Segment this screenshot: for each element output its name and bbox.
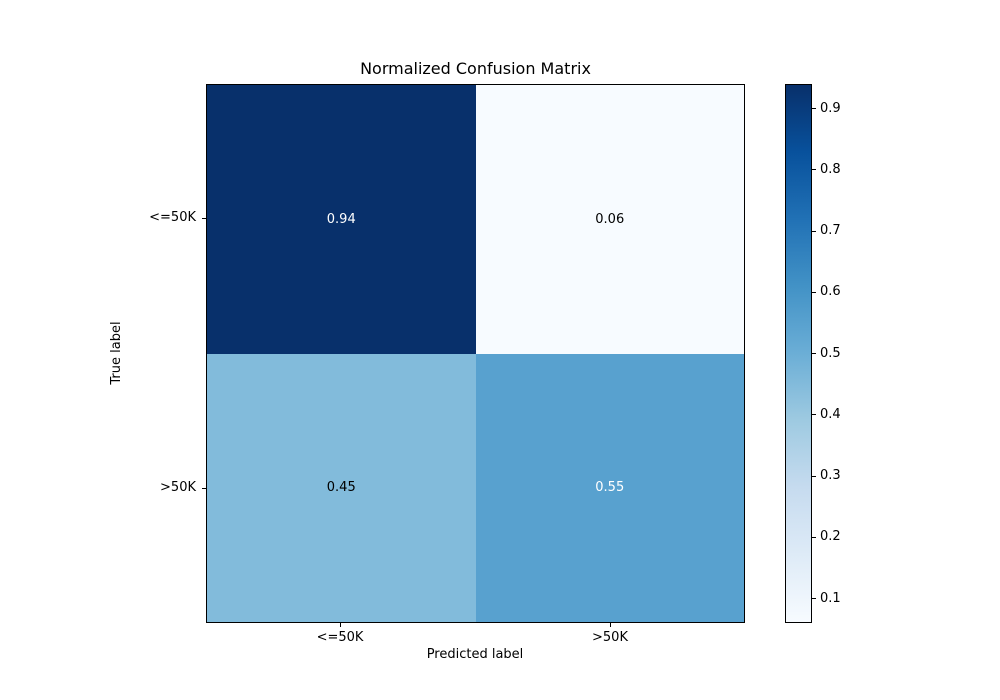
colorbar-tick-label: 0.7 [820, 223, 841, 238]
colorbar-tick-mark [812, 291, 816, 293]
heatmap-axes: 0.94 0.06 0.45 0.55 [206, 84, 745, 623]
y-tick-mark [202, 488, 206, 489]
matrix-cell-0-1: 0.06 [475, 85, 744, 354]
colorbar-tick-mark [812, 230, 816, 232]
colorbar-tick-mark [812, 169, 816, 171]
colorbar-tick-label: 0.5 [820, 345, 841, 361]
colorbar [785, 84, 812, 623]
colorbar-tick-mark [812, 353, 816, 354]
colorbar-tick-mark [812, 475, 816, 477]
matrix-cell-1-0: 0.45 [207, 353, 476, 622]
x-tick-mark [610, 623, 611, 627]
y-tick-mark [202, 218, 206, 219]
colorbar-tick-label: 0.1 [820, 590, 841, 606]
colorbar-tick-label: 0.4 [820, 406, 841, 422]
colorbar-tick-mark [812, 598, 816, 599]
colorbar-tick-label: 0.6 [820, 284, 841, 300]
y-tick-label: <=50K [149, 210, 196, 225]
colorbar-tick-label: 0.2 [820, 529, 841, 545]
colorbar-tick-label: 0.9 [820, 100, 841, 116]
y-axis-label: True label [109, 321, 124, 385]
colorbar-tick-label: 0.3 [820, 468, 841, 483]
colorbar-tick-mark [812, 108, 816, 109]
matrix-cell-1-1: 0.55 [475, 353, 744, 622]
chart-title: Normalized Confusion Matrix [360, 59, 591, 78]
colorbar-tick-mark [812, 536, 816, 538]
colorbar-tick-label: 0.8 [820, 161, 841, 177]
x-tick-mark [340, 623, 341, 627]
x-tick-label: >50K [592, 630, 628, 645]
x-axis-label: Predicted label [426, 647, 524, 662]
colorbar-tick-mark [812, 414, 816, 416]
y-tick-label: >50K [160, 480, 196, 495]
x-tick-label: <=50K [316, 630, 364, 645]
matrix-cell-0-0: 0.94 [207, 85, 476, 354]
